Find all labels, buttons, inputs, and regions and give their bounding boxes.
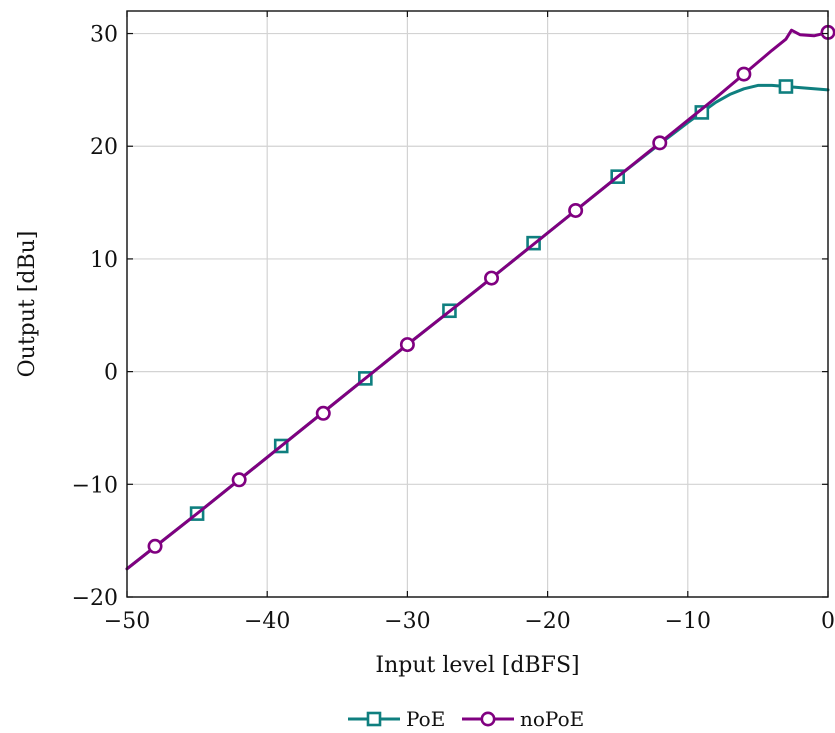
plot-frame: [126, 10, 829, 598]
y-tick-label: −10: [72, 473, 118, 498]
nopoe-marker: [652, 135, 668, 151]
nopoe-marker: [231, 472, 247, 488]
nopoe-marker: [484, 270, 500, 286]
y-axis-title: Output [dBu]: [15, 231, 40, 378]
y-tick-label: 20: [90, 135, 118, 160]
x-tick-label: −10: [665, 609, 711, 634]
x-tick-label: −40: [244, 609, 290, 634]
y-tick-label: 0: [104, 361, 118, 386]
axis-ticks: [126, 11, 829, 598]
nopoe-marker: [568, 202, 584, 218]
nopoe-marker: [736, 66, 752, 82]
nopoe-line: [125, 28, 830, 571]
legend-marker-poe: [366, 711, 382, 727]
series-poe: [125, 79, 830, 571]
legend-label-poe: PoE: [406, 707, 445, 731]
x-tick-label: −20: [524, 609, 570, 634]
x-tick-label: −30: [384, 609, 430, 634]
nopoe-marker: [315, 405, 331, 421]
legend-marker-nopoe: [480, 711, 496, 727]
legend-label-nopoe: noPoE: [520, 707, 584, 731]
series-nopoe: [125, 24, 835, 571]
x-tick-label: 0: [821, 609, 835, 634]
y-tick-label: −20: [72, 586, 118, 611]
nopoe-marker: [399, 337, 415, 353]
poe-marker: [778, 79, 794, 94]
legend-item-nopoe: noPoE: [462, 707, 584, 731]
x-tick-label: −50: [104, 609, 150, 634]
x-axis-title: Input level [dBFS]: [375, 653, 579, 678]
y-tick-label: 30: [90, 23, 118, 48]
poe-line: [125, 83, 830, 571]
plot-series: [125, 24, 835, 571]
y-tick-label: 10: [90, 248, 118, 273]
legend-item-poe: PoE: [348, 707, 445, 731]
legend: PoE noPoE: [348, 707, 584, 731]
tick-labels: −50 −40 −30 −20 −10 0 −20 −10 0 10 20 30: [72, 23, 835, 634]
nopoe-marker: [147, 538, 163, 554]
